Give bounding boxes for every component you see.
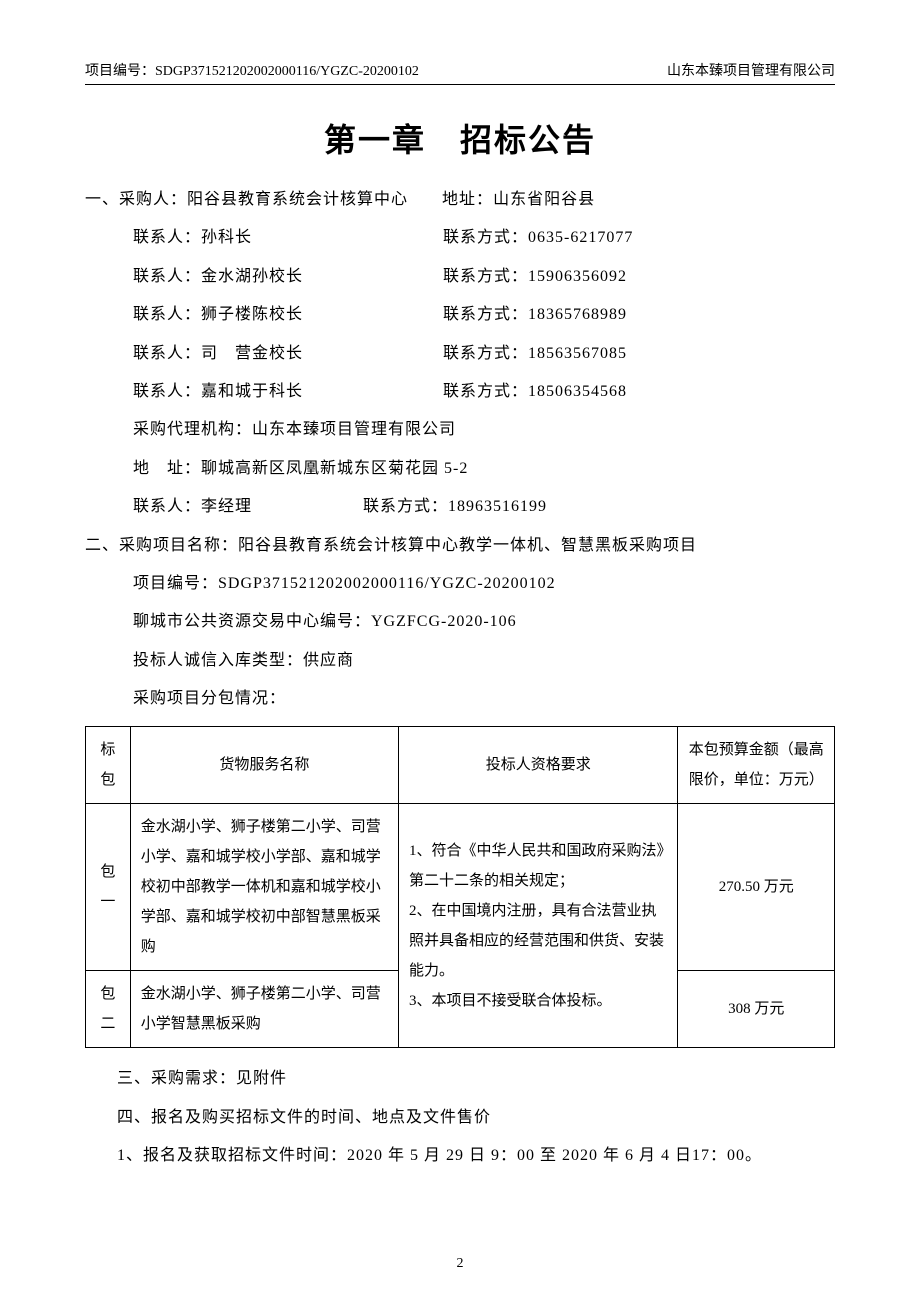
contact-phone-4: 联系方式：18506354568 (443, 373, 627, 411)
section2-line4: 投标人诚信入库类型：供应商 (85, 642, 835, 680)
page-number: 2 (0, 1256, 920, 1272)
section2-line3: 聊城市公共资源交易中心编号：YGZFCG-2020-106 (85, 603, 835, 641)
chapter-title: 第一章 招标公告 (85, 115, 835, 161)
section3: 三、采购需求：见附件 (85, 1060, 835, 1098)
address-value: 山东省阳谷县 (493, 191, 595, 208)
section2-line2: 项目编号：SDGP371521202002000116/YGZC-2020010… (85, 565, 835, 603)
package-table: 标包 货物服务名称 投标人资格要求 本包预算金额（最高限价，单位：万元） 包一 … (85, 726, 835, 1048)
contact-phone-1: 联系方式：15906356092 (443, 258, 627, 296)
th-req: 投标人资格要求 (399, 727, 678, 804)
header-right: 山东本臻项目管理有限公司 (667, 60, 835, 80)
pkg-2-budget: 308 万元 (678, 971, 835, 1048)
section4-title: 四、报名及购买招标文件的时间、地点及文件售价 (85, 1099, 835, 1137)
header-left: 项目编号：SDGP371521202002000116/YGZC-2020010… (85, 60, 419, 80)
agency-contact-name: 联系人：李经理 (133, 488, 363, 526)
contact-name-2: 联系人：狮子楼陈校长 (133, 296, 443, 334)
section2-line5: 采购项目分包情况： (85, 680, 835, 718)
agency-label: 采购代理机构： (133, 421, 252, 438)
agency-addr-row: 地 址：聊城高新区凤凰新城东区菊花园 5-2 (85, 450, 835, 488)
section4-item1: 1、报名及获取招标文件时间：2020 年 5 月 29 日 9：00 至 202… (85, 1137, 835, 1175)
contact-row-0: 联系人：孙科长 联系方式：0635-6217077 (85, 219, 835, 257)
agency-contact-row: 联系人：李经理 联系方式：18963516199 (85, 488, 835, 526)
th-name: 货物服务名称 (130, 727, 398, 804)
pkg-2-id: 包二 (86, 971, 131, 1048)
contact-phone-2: 联系方式：18365768989 (443, 296, 627, 334)
buyer-name: 阳谷县教育系统会计核算中心 (187, 191, 408, 208)
pkg-2-name: 金水湖小学、狮子楼第二小学、司营小学智慧黑板采购 (130, 971, 398, 1048)
section2-line1: 二、采购项目名称：阳谷县教育系统会计核算中心教学一体机、智慧黑板采购项目 (85, 527, 835, 565)
section1-buyer: 一、采购人：阳谷县教育系统会计核算中心 地址：山东省阳谷县 (85, 181, 835, 219)
agency-contact-phone: 联系方式：18963516199 (363, 488, 547, 526)
th-budget: 本包预算金额（最高限价，单位：万元） (678, 727, 835, 804)
agency-row: 采购代理机构：山东本臻项目管理有限公司 (85, 411, 835, 449)
pkg-1-name: 金水湖小学、狮子楼第二小学、司营小学、嘉和城学校小学部、嘉和城学校初中部教学一体… (130, 804, 398, 971)
contact-name-3: 联系人：司 营金校长 (133, 335, 443, 373)
agency-name: 山东本臻项目管理有限公司 (252, 421, 456, 438)
th-pkg: 标包 (86, 727, 131, 804)
agency-addr-label: 地 址： (133, 460, 201, 477)
pkg-1-id: 包一 (86, 804, 131, 971)
contact-name-0: 联系人：孙科长 (133, 219, 443, 257)
pkg-req-merged: 1、符合《中华人民共和国政府采购法》第二十二条的相关规定； 2、在中国境内注册，… (399, 804, 678, 1048)
page-header: 项目编号：SDGP371521202002000116/YGZC-2020010… (85, 60, 835, 85)
contact-phone-3: 联系方式：18563567085 (443, 335, 627, 373)
buyer-prefix: 一、采购人： (85, 191, 187, 208)
contact-row-1: 联系人：金水湖孙校长 联系方式：15906356092 (85, 258, 835, 296)
contact-row-4: 联系人：嘉和城于科长 联系方式：18506354568 (85, 373, 835, 411)
contact-row-2: 联系人：狮子楼陈校长 联系方式：18365768989 (85, 296, 835, 334)
contact-name-1: 联系人：金水湖孙校长 (133, 258, 443, 296)
table-header-row: 标包 货物服务名称 投标人资格要求 本包预算金额（最高限价，单位：万元） (86, 727, 835, 804)
agency-addr-value: 聊城高新区凤凰新城东区菊花园 5-2 (201, 460, 468, 477)
table-row: 包一 金水湖小学、狮子楼第二小学、司营小学、嘉和城学校小学部、嘉和城学校初中部教… (86, 804, 835, 971)
contact-phone-0: 联系方式：0635-6217077 (443, 219, 633, 257)
pkg-1-budget: 270.50 万元 (678, 804, 835, 971)
contact-name-4: 联系人：嘉和城于科长 (133, 373, 443, 411)
address-label: 地址： (442, 191, 493, 208)
contact-row-3: 联系人：司 营金校长 联系方式：18563567085 (85, 335, 835, 373)
